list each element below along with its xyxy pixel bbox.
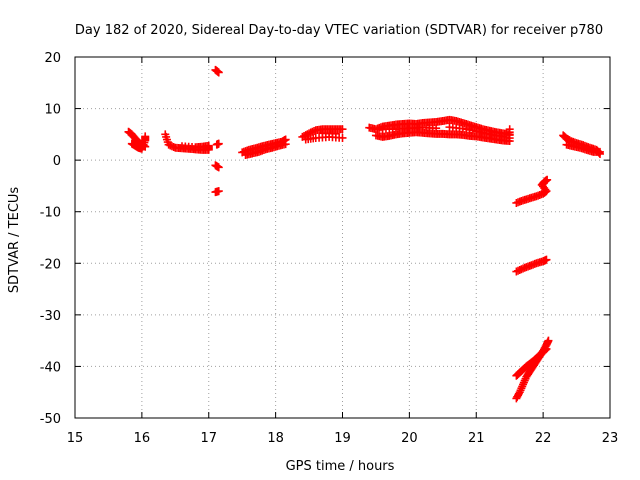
data-point	[214, 139, 223, 148]
data-point	[595, 147, 604, 156]
y-tick-label: -10	[40, 206, 61, 221]
data-point	[499, 132, 507, 141]
x-axis-label: GPS time / hours	[286, 459, 395, 474]
x-tick-label: 16	[134, 431, 151, 446]
x-tick-label: 18	[267, 431, 284, 446]
y-tick-label: -30	[40, 309, 61, 324]
data-point	[214, 68, 223, 77]
data-point	[214, 163, 223, 172]
y-axis: 20 10 0 -10 -20 -30 -40 -50	[40, 51, 610, 427]
y-tick-label: -20	[40, 257, 61, 272]
data-point	[544, 336, 553, 345]
data-point	[432, 124, 441, 133]
data-point	[281, 140, 290, 149]
x-tick-label: 21	[468, 431, 485, 446]
data-point	[542, 255, 551, 264]
y-tick-label: -50	[40, 412, 61, 427]
y-axis-label: SDTVAR / TECUs	[7, 187, 22, 294]
data-point	[542, 344, 551, 353]
data-point	[543, 175, 552, 184]
data-point	[178, 142, 186, 151]
x-tick-label: 17	[200, 431, 217, 446]
data-points	[124, 65, 604, 403]
y-tick-label: -40	[40, 360, 61, 375]
data-point	[505, 125, 514, 134]
x-tick-label: 23	[602, 431, 619, 446]
data-point	[338, 125, 347, 134]
y-tick-label: 20	[44, 51, 61, 66]
x-tick-label: 15	[67, 431, 84, 446]
x-tick-label: 22	[535, 431, 552, 446]
x-axis: 15 16 17 18 19 20 21 22 23	[67, 57, 619, 446]
data-point	[214, 187, 223, 196]
x-tick-label: 19	[334, 431, 351, 446]
data-point	[331, 129, 340, 138]
data-point	[514, 389, 523, 398]
y-tick-label: 10	[44, 103, 61, 118]
y-tick-label: 0	[53, 154, 61, 169]
data-point	[338, 133, 347, 142]
chart-title: Day 182 of 2020, Sidereal Day-to-day VTE…	[75, 23, 603, 38]
x-tick-label: 20	[401, 431, 418, 446]
data-point	[141, 132, 150, 141]
grid-lines	[75, 57, 610, 418]
